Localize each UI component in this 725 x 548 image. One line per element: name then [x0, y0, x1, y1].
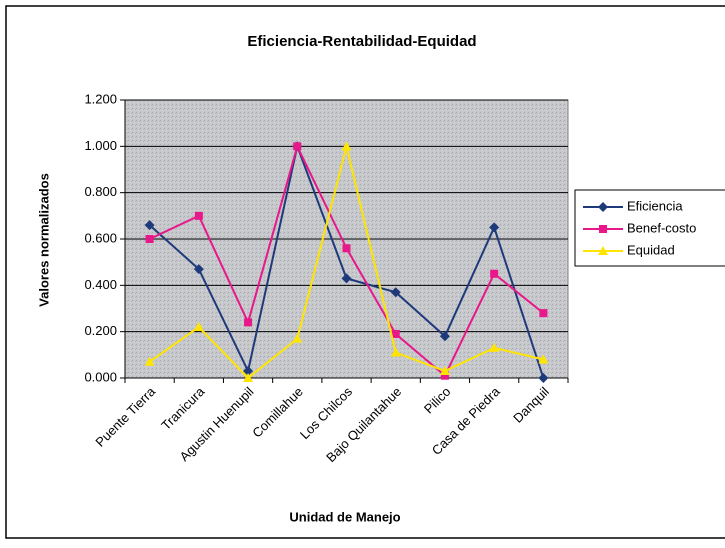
marker	[490, 269, 499, 278]
marker	[193, 322, 204, 332]
y-tick-label: 0.200	[84, 323, 117, 338]
marker	[599, 225, 607, 233]
marker	[243, 373, 254, 382]
legend-label: Equidad	[627, 242, 675, 257]
marker	[440, 371, 449, 380]
x-axis-label: Unidad de Manejo	[289, 509, 400, 524]
y-tick-label: 0.800	[84, 184, 117, 199]
legend-label: Eficiencia	[627, 198, 683, 213]
marker	[538, 373, 549, 383]
marker	[390, 347, 401, 357]
marker	[391, 329, 400, 338]
y-axis-label: Valores normalizados	[36, 173, 51, 307]
marker	[489, 342, 500, 352]
marker	[539, 309, 548, 318]
chart-title: Eficiencia-Rentabilidad-Equidad	[247, 33, 476, 50]
marker	[390, 287, 401, 298]
marker	[439, 331, 450, 342]
marker	[489, 222, 500, 233]
marker	[598, 202, 608, 212]
marker	[598, 246, 608, 255]
marker	[144, 356, 155, 366]
marker	[293, 142, 302, 151]
y-tick-label: 1.200	[84, 91, 117, 106]
marker	[243, 366, 254, 377]
marker	[341, 273, 352, 284]
y-tick-label: 0.600	[84, 230, 117, 245]
marker	[292, 333, 303, 343]
marker	[439, 366, 450, 376]
legend-label: Benef-costo	[627, 220, 696, 235]
marker	[193, 264, 204, 275]
y-tick-label: 1.000	[84, 138, 117, 153]
marker	[342, 244, 351, 253]
marker	[145, 235, 154, 243]
marker	[194, 211, 203, 220]
marker	[341, 141, 352, 151]
marker	[144, 220, 155, 231]
marker	[538, 354, 549, 364]
marker	[244, 318, 253, 327]
y-tick-label: 0.000	[84, 369, 117, 384]
y-tick-label: 0.400	[84, 277, 117, 292]
